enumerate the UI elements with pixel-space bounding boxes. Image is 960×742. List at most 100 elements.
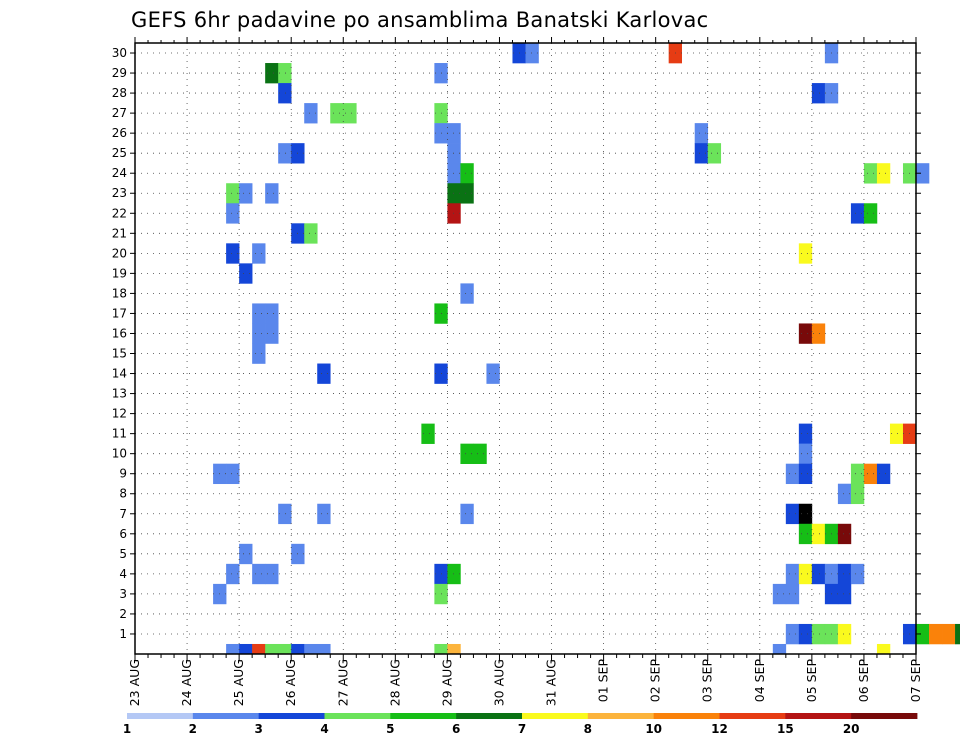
y-tick-label: 11 xyxy=(112,427,127,441)
precip-cell xyxy=(863,203,878,224)
precip-cell xyxy=(226,203,240,224)
precip-cell xyxy=(798,563,813,585)
colorbar-swatch xyxy=(324,713,391,719)
x-tick-label: 26 AUG xyxy=(283,659,298,706)
precip-cell xyxy=(447,183,461,204)
precip-cell xyxy=(252,243,266,264)
colorbar-legend: 1 2 3 4 5 6 7 8 10 12 15 20 xyxy=(123,713,918,736)
precip-cell xyxy=(798,423,813,444)
x-tick-label: 24 AUG xyxy=(179,659,194,706)
colorbar-swatch xyxy=(851,713,918,719)
precip-cell xyxy=(486,363,500,384)
precip-cell xyxy=(317,363,331,384)
precip-cell xyxy=(863,163,878,184)
precip-cell xyxy=(265,323,279,344)
precip-cell xyxy=(317,503,331,525)
colorbar-label: 20 xyxy=(843,722,860,736)
x-tick-label: 07 SEP xyxy=(908,659,923,703)
precip-cell xyxy=(460,283,474,304)
precip-cell xyxy=(798,323,813,344)
precip-cell xyxy=(252,303,266,324)
precip-cell xyxy=(785,503,800,525)
precip-cell xyxy=(863,463,878,485)
precip-cell xyxy=(929,623,943,645)
precip-cell xyxy=(785,623,800,645)
y-tick-label: 5 xyxy=(119,547,127,561)
x-axis: 23 AUG 24 AUG 25 AUG 26 AUG 27 AUG 28 AUG 29 A… xyxy=(127,37,923,706)
precip-cell xyxy=(876,643,891,655)
precip-cell xyxy=(473,443,487,464)
colorbar-swatch xyxy=(587,713,655,719)
y-tick-label: 15 xyxy=(112,347,127,361)
x-tick-label: 03 SEP xyxy=(700,659,715,703)
grid-layer xyxy=(135,43,916,654)
y-tick-label: 18 xyxy=(112,286,127,300)
x-tick-label: 05 SEP xyxy=(804,659,819,703)
precip-cell xyxy=(942,623,956,645)
precip-cell xyxy=(785,583,800,605)
precip-cell xyxy=(850,563,865,585)
y-tick-label: 25 xyxy=(112,146,127,160)
precip-cell xyxy=(239,183,253,204)
colorbar-label: 5 xyxy=(386,722,394,736)
x-tick-label: 29 AUG xyxy=(439,659,454,706)
precip-cell xyxy=(252,563,266,585)
y-tick-label: 2 xyxy=(119,607,127,621)
precip-cell xyxy=(837,583,852,605)
precip-cell xyxy=(811,563,826,585)
precip-cell xyxy=(278,143,292,164)
precip-cell xyxy=(798,523,813,545)
x-tick-label: 02 SEP xyxy=(648,659,663,703)
precip-cell xyxy=(291,643,305,655)
y-tick-label: 9 xyxy=(119,467,127,481)
chart-title: GEFS 6hr padavine po ansamblima Banatski… xyxy=(131,8,709,32)
colorbar-label: 7 xyxy=(518,722,526,736)
precip-cell xyxy=(811,83,826,104)
precip-cell xyxy=(434,643,448,655)
precip-cell xyxy=(265,643,279,655)
precip-cell xyxy=(226,183,240,204)
precip-cell xyxy=(798,623,813,645)
precip-cell xyxy=(850,483,865,505)
y-tick-label: 1 xyxy=(119,627,127,641)
precip-cell xyxy=(226,243,240,264)
colorbar-label: 12 xyxy=(711,722,728,736)
precip-cell xyxy=(278,63,292,84)
y-tick-label: 19 xyxy=(112,266,127,280)
precip-cell xyxy=(317,643,331,655)
precip-cell xyxy=(421,423,435,444)
precip-cell xyxy=(226,643,240,655)
y-tick-label: 3 xyxy=(119,587,127,601)
colorbar-swatch xyxy=(390,713,457,719)
precip-cell xyxy=(811,623,826,645)
y-tick-label: 24 xyxy=(112,166,127,180)
precip-cell xyxy=(837,623,852,645)
y-tick-label: 13 xyxy=(112,387,127,401)
precip-cell xyxy=(876,163,891,184)
precip-cell xyxy=(785,463,800,485)
y-tick-label: 4 xyxy=(119,567,127,581)
colorbar-swatch xyxy=(785,713,852,719)
y-tick-label: 22 xyxy=(112,206,127,220)
precip-cell xyxy=(694,123,709,144)
y-tick-label: 29 xyxy=(112,66,127,80)
precip-cell xyxy=(772,583,787,605)
colorbar-label: 6 xyxy=(452,722,460,736)
y-tick-label: 7 xyxy=(119,507,127,521)
colorbar-swatch xyxy=(653,713,720,719)
precip-cell xyxy=(837,523,852,545)
colorbar-label: 8 xyxy=(584,722,592,736)
colorbar-label: 1 xyxy=(123,722,131,736)
precip-cell xyxy=(916,623,930,645)
colorbar-swatch xyxy=(127,713,194,719)
precip-cell xyxy=(278,83,292,104)
precip-cell xyxy=(916,163,930,184)
precip-cell xyxy=(707,143,722,164)
precip-cell xyxy=(265,63,279,84)
precip-cell xyxy=(447,203,461,224)
precip-cell xyxy=(798,243,813,264)
precip-cell xyxy=(798,503,813,525)
precip-cell xyxy=(304,643,318,655)
precip-cell xyxy=(785,563,800,585)
y-tick-label: 14 xyxy=(112,367,127,381)
